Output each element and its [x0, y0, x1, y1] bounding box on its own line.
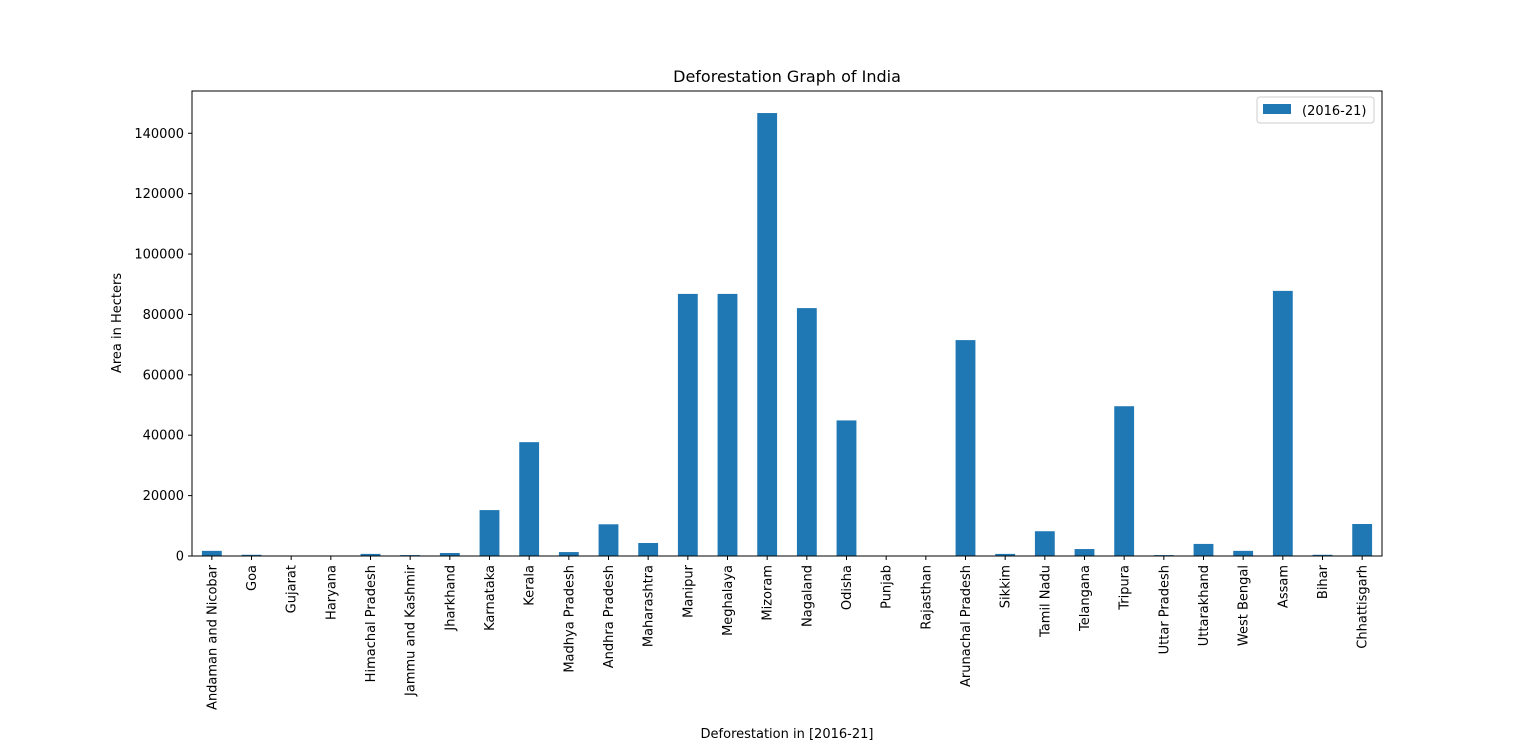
x-tick-label: Nagaland: [800, 565, 815, 627]
x-axis-label: Deforestation in [2016-21]: [701, 727, 874, 742]
y-tick-label: 80000: [143, 308, 184, 323]
bar-sikkim: [995, 553, 1016, 556]
x-tick-label: Tripura: [1118, 565, 1133, 611]
x-tick-label: Kerala: [523, 565, 538, 606]
legend-box: [1256, 96, 1375, 124]
bar-goa: [241, 554, 262, 556]
x-tick-label: Jammu and Kashmir: [404, 564, 419, 697]
x-tick-label: Arunachal Pradesh: [959, 565, 974, 687]
y-tick-label: 100000: [134, 248, 184, 263]
x-tick-label: Jharkhand: [443, 565, 458, 632]
y-axis-ticks: 0 20000 40000 60000 80000 100000 120000 140000: [134, 127, 192, 565]
x-tick-label: Assam: [1276, 565, 1291, 608]
bar-nagaland: [796, 308, 817, 556]
x-tick-label: Punjab: [880, 565, 895, 609]
bar-andhra-pradesh: [598, 524, 619, 556]
x-tick-label: Himachal Pradesh: [364, 565, 379, 682]
bar-himachal-pradesh: [360, 553, 381, 556]
x-tick-label: Tamil Nadu: [1038, 565, 1053, 638]
x-tick-label: Mizoram: [761, 565, 776, 621]
x-tick-label: Bihar: [1316, 564, 1331, 599]
bar-jharkhand: [439, 552, 460, 556]
y-tick-label: 20000: [143, 489, 184, 504]
x-tick-label: Gujarat: [285, 565, 300, 613]
bars-group: [201, 113, 1373, 556]
y-tick-label: 120000: [134, 187, 184, 202]
x-tick-label: Odisha: [840, 565, 855, 610]
bar-manipur: [677, 293, 698, 556]
y-tick-label: 0: [176, 550, 184, 565]
bar-madhya-pradesh: [558, 552, 579, 556]
bar-odisha: [836, 420, 857, 556]
bar-andaman-and-nicobar: [201, 550, 222, 556]
x-tick-label: West Bengal: [1237, 565, 1252, 646]
plot-frame: [191, 90, 1383, 557]
bar-assam: [1272, 290, 1293, 556]
legend-swatch: [1263, 104, 1291, 114]
bar-tripura: [1114, 406, 1135, 556]
x-tick-label: Andaman and Nicobar: [205, 564, 220, 710]
y-axis-label: Area in Hecters: [110, 273, 125, 373]
y-tick-label: 140000: [134, 127, 184, 142]
x-tick-label: Maharashtra: [642, 565, 657, 647]
bar-maharashtra: [638, 543, 659, 556]
legend: (2016-21): [1256, 96, 1375, 124]
bar-arunachal-pradesh: [955, 340, 976, 556]
y-tick-label: 40000: [143, 429, 184, 444]
bar-meghalaya: [717, 293, 738, 556]
bar-karnataka: [479, 510, 500, 556]
bar-chhattisgarh: [1352, 523, 1373, 556]
x-tick-label: Uttar Pradesh: [1157, 565, 1172, 654]
bar-kerala: [519, 442, 540, 556]
bar-tamil-nadu: [1034, 531, 1055, 556]
x-tick-label: Goa: [245, 565, 260, 591]
bar-west-bengal: [1233, 550, 1254, 556]
x-tick-label: Sikkim: [999, 565, 1014, 608]
x-tick-label: Madhya Pradesh: [562, 565, 577, 673]
legend-label: (2016-21): [1302, 104, 1366, 119]
x-tick-label: Manipur: [681, 564, 696, 618]
chart-title: Deforestation Graph of India: [673, 67, 901, 86]
bar-uttarakhand: [1193, 543, 1214, 556]
x-tick-label: Haryana: [324, 565, 339, 620]
x-tick-label: Meghalaya: [721, 565, 736, 636]
x-axis-ticks: Andaman and Nicobar Goa Gujarat Haryana Hima…: [205, 556, 1371, 710]
y-tick-label: 60000: [143, 368, 184, 383]
x-tick-label: Chhattisgarh: [1356, 565, 1371, 649]
bar-telangana: [1074, 549, 1095, 556]
x-tick-label: Telangana: [1078, 565, 1093, 632]
bar-mizoram: [757, 113, 778, 556]
x-tick-label: Andhra Pradesh: [602, 565, 617, 668]
x-tick-label: Uttarakhand: [1197, 565, 1212, 646]
x-tick-label: Rajasthan: [919, 565, 934, 630]
bar-bihar: [1312, 554, 1333, 556]
x-tick-label: Karnataka: [483, 565, 498, 631]
